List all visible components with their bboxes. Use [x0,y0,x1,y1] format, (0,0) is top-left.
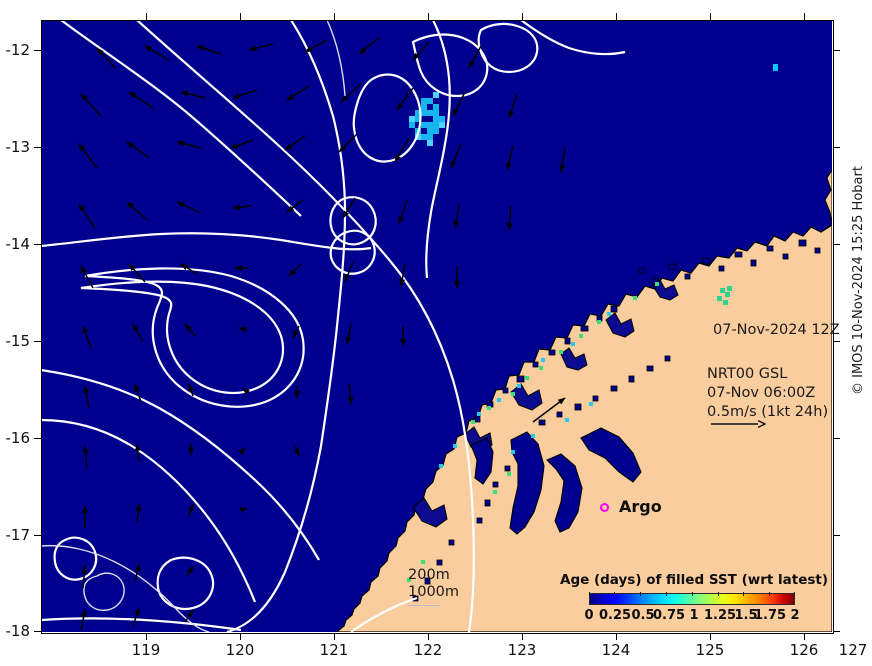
colorbar-tick-label: 2 [790,608,800,623]
velocity-scale-arrow-icon [711,419,766,429]
map-canvas [41,20,832,632]
y-tick-label: -13 [5,138,31,156]
x-tick-label: 122 [413,641,443,659]
bathymetry-contours [41,20,626,632]
colorbar-title: Age (days) of filled SST (wrt latest) [560,572,829,588]
colorbar-tick-label: 0.75 [652,608,686,623]
x-tick-label: 124 [601,641,631,659]
y-tick-label: -12 [5,41,31,59]
colorbar-tick-label: 1.25 [703,608,737,623]
source-model-label: NRT00 GSL [707,366,788,382]
colorbar-legend: Age (days) of filled SST (wrt latest) 0 … [560,572,829,628]
map-plot-area[interactable] [41,20,832,632]
x-tick-label: 123 [507,641,537,659]
x-tick-label: 121 [319,641,349,659]
copyright-credit: © IMOS 10-Nov-2024 15:25 Hobart [851,166,866,395]
colorbar-tick-label: 1.5 [734,608,758,623]
y-tick-label: -18 [5,622,31,640]
colorbar-tick-labels: 0 0.25 0.5 0.75 1 1.25 1.5 1.75 2 [560,608,824,626]
source-time-label: 07-Nov 06:00Z [707,385,816,401]
colorbar-tick-label: 1.75 [753,608,787,623]
x-tick-label: 127 [838,641,868,659]
x-tick-label: 126 [789,641,819,659]
coastline-detail [412,279,679,528]
y-tick-label: -14 [5,235,31,253]
velocity-scale-label: 0.5m/s (1kt 24h) [707,404,829,420]
colorbar-tick-label: 0 [584,608,594,623]
bays-layer [470,427,642,535]
depth-contour-1000m-label: 1000m [408,584,460,600]
bathymetry-contours-secondary [41,20,346,632]
y-tick-label: -17 [5,526,31,544]
x-tick-label: 119 [131,641,161,659]
current-vectors [78,37,566,631]
landmass-layer [336,169,832,632]
colorbar-tick-label: 0.5 [631,608,655,623]
x-tick-label: 125 [695,641,725,659]
y-tick-label: -15 [5,332,31,350]
colorbar-tick-label: 1 [689,608,699,623]
argo-legend-label: Argo [619,497,662,516]
argo-float-marker-icon[interactable] [600,503,609,512]
date-stamp-label: 07-Nov-2024 12Z [713,322,840,338]
depth-contour-200m-label: 200m [408,567,450,583]
y-tick-label: -16 [5,429,31,447]
colorbar-tick-label: 0.25 [598,608,632,623]
x-tick-label: 120 [225,641,255,659]
sst-age-pixels [407,64,778,582]
depth-contour-sample-line [408,605,440,606]
